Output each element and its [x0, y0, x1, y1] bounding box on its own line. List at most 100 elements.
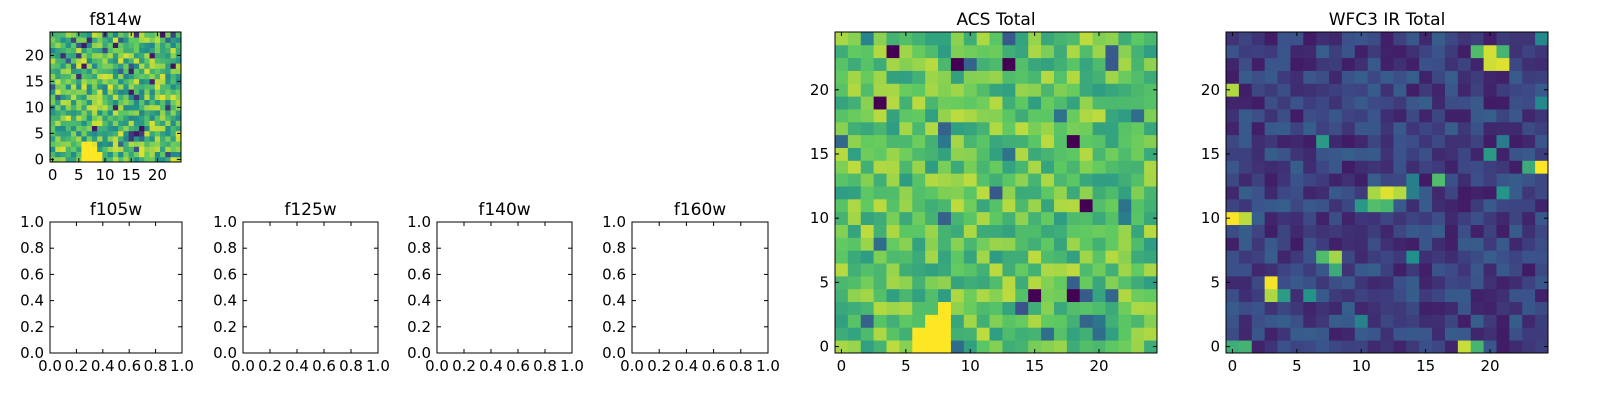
heatmap-cell	[97, 94, 103, 100]
heatmap-cell	[1444, 147, 1459, 161]
heatmap-cell	[1251, 57, 1266, 71]
heatmap-cell	[1028, 224, 1042, 238]
heatmap-cell	[81, 37, 88, 43]
heatmap-cell	[938, 109, 952, 123]
heatmap-cell	[118, 84, 124, 90]
heatmap-cell	[102, 99, 109, 106]
heatmap-cell	[133, 156, 140, 163]
heatmap-cell	[1354, 237, 1369, 251]
heatmap-cell	[1290, 44, 1304, 59]
heatmap-cell	[938, 314, 952, 328]
heatmap-cell	[989, 250, 1003, 264]
heatmap-cell	[76, 42, 82, 48]
heatmap-cell	[81, 52, 88, 59]
heatmap-cell	[160, 130, 166, 137]
heatmap-cell	[1509, 173, 1523, 187]
heatmap-cell	[86, 115, 93, 121]
heatmap-cell	[1290, 147, 1304, 161]
heatmap-cell	[1118, 121, 1132, 136]
heatmap-cell	[1329, 70, 1343, 84]
heatmap-cell	[112, 47, 119, 54]
heatmap-cell	[1002, 121, 1016, 136]
y-tick-label: 0.4	[407, 292, 431, 310]
heatmap-cell	[50, 120, 56, 126]
heatmap-cell	[86, 136, 93, 142]
x-tick-label: 0.0	[38, 357, 62, 375]
heatmap-cell	[1509, 224, 1523, 238]
heatmap-cell	[1406, 224, 1420, 238]
heatmap-cell	[1131, 237, 1145, 251]
x-tick-label: 1.0	[756, 357, 780, 375]
heatmap-cell	[1118, 250, 1132, 264]
heatmap-cell	[1066, 121, 1081, 136]
heatmap-cell	[1277, 70, 1291, 84]
heatmap-cell	[1367, 109, 1381, 123]
heatmap-cell	[76, 146, 82, 152]
heatmap-cell	[123, 146, 129, 152]
heatmap-cell	[170, 115, 177, 121]
y-tick-label: 10	[25, 98, 44, 116]
heatmap-cell	[1079, 160, 1093, 174]
heatmap-cell	[154, 94, 161, 100]
heatmap-cell	[139, 99, 145, 106]
heatmap-cell	[1367, 198, 1381, 213]
heatmap-cell	[160, 52, 166, 59]
heatmap-cell	[55, 78, 61, 85]
heatmap-cell	[102, 141, 109, 147]
heatmap-cell	[81, 151, 88, 158]
heatmap-cell	[1251, 160, 1266, 174]
heatmap-cell	[170, 89, 177, 95]
heatmap-cell	[1329, 327, 1343, 341]
heatmap-cell	[139, 89, 145, 95]
heatmap-cell	[1290, 83, 1304, 97]
panel-title: f105w	[90, 200, 142, 220]
heatmap-cell	[1354, 186, 1369, 200]
panel-title: WFC3 IR Total	[1329, 10, 1446, 30]
heatmap-cell	[1238, 96, 1253, 110]
heatmap-cell	[70, 130, 77, 137]
heatmap-cell	[86, 146, 93, 152]
heatmap-cell	[1341, 250, 1356, 264]
heatmap-cell	[1535, 109, 1549, 123]
heatmap-cell	[144, 63, 150, 69]
y-tick-label: 0.2	[407, 318, 431, 336]
heatmap-cell	[175, 37, 182, 43]
heatmap-cell	[128, 125, 135, 132]
heatmap-cell	[1264, 301, 1278, 315]
heatmap-cell	[112, 141, 119, 147]
heatmap-cell	[1092, 275, 1106, 290]
heatmap-cell	[86, 99, 93, 106]
heatmap-cell	[938, 288, 952, 303]
heatmap-cell	[1329, 57, 1343, 71]
heatmap-cell	[860, 275, 875, 290]
heatmap-cell	[860, 224, 875, 238]
heatmap-cell	[1002, 44, 1016, 59]
heatmap-cell	[925, 224, 939, 238]
heatmap-cell	[144, 47, 150, 54]
heatmap-cell	[1002, 83, 1016, 97]
heatmap-cell	[1496, 275, 1510, 290]
heatmap-cell	[107, 78, 114, 85]
heatmap-cell	[128, 110, 135, 116]
heatmap-cell	[912, 314, 926, 328]
heatmap-cell	[118, 58, 124, 64]
heatmap-cell	[1509, 121, 1523, 136]
heatmap-cell	[925, 327, 939, 341]
heatmap-cell	[1303, 109, 1317, 123]
heatmap-cell	[1316, 83, 1330, 97]
heatmap-cell	[1470, 327, 1484, 341]
heatmap-cell	[1238, 70, 1253, 84]
heatmap-cell	[1444, 327, 1459, 341]
heatmap-cell	[1002, 96, 1016, 110]
heatmap-cell	[60, 47, 67, 54]
heatmap-cell	[1341, 57, 1356, 71]
heatmap-cell	[97, 73, 103, 80]
heatmap-cell	[989, 109, 1003, 123]
heatmap-cell	[899, 327, 913, 341]
heatmap-cell	[144, 32, 150, 38]
heatmap-cell	[70, 52, 77, 59]
heatmap-cell	[835, 83, 849, 97]
heatmap-cell	[1144, 160, 1158, 174]
heatmap-cell	[50, 99, 56, 106]
heatmap-cell	[112, 146, 119, 152]
